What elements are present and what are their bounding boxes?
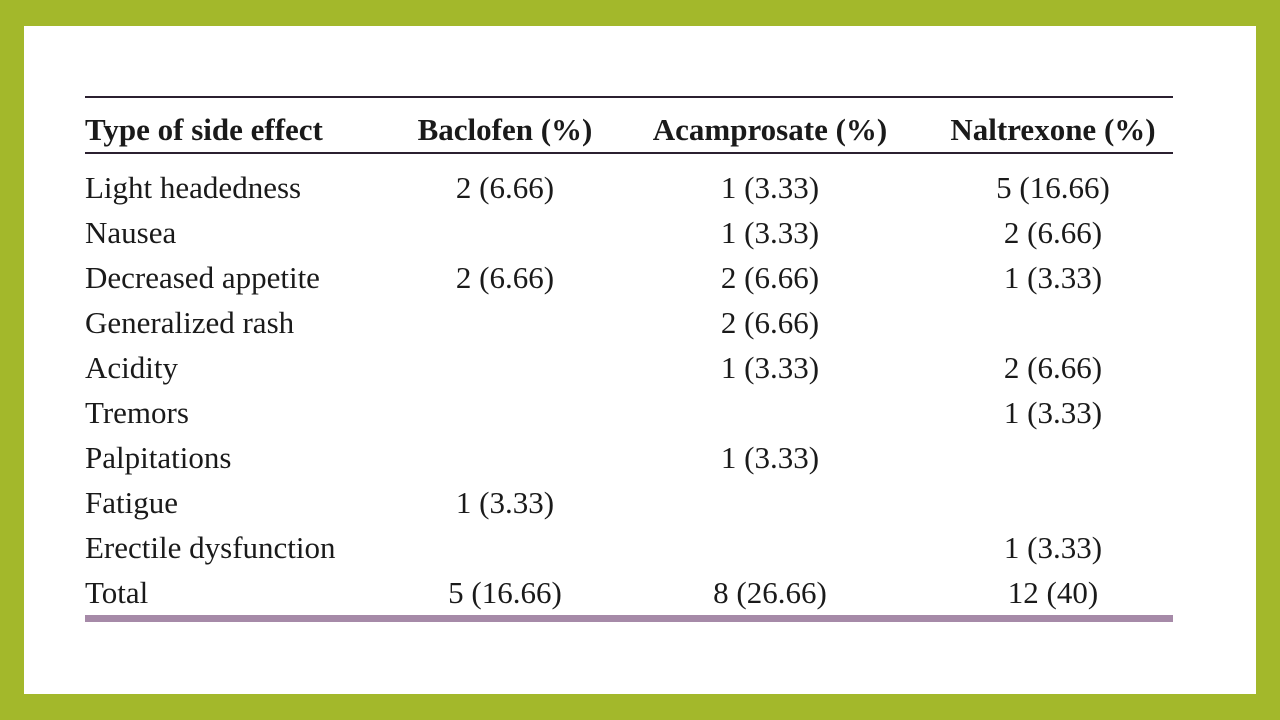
slide: Type of side effect Baclofen (%) Acamprosa… [24, 26, 1256, 694]
column-header: Acamprosate (%) [652, 112, 888, 147]
table-cell: 1 (3.33) [720, 350, 820, 385]
table-cell: 1 (3.33) [1003, 395, 1103, 430]
row-label: Decreased appetite [85, 260, 320, 295]
table-cell: 1 (3.33) [720, 215, 820, 250]
row-label: Tremors [85, 395, 189, 430]
table-cell: 1 (3.33) [720, 440, 820, 475]
table-cell: 2 (6.66) [720, 305, 820, 340]
row-label: Generalized rash [85, 305, 295, 340]
table-cell: 2 (6.66) [1003, 350, 1103, 385]
row-label: Nausea [85, 215, 177, 250]
column-header: Type of side effect [85, 112, 323, 147]
header-rule [85, 152, 1173, 154]
row-label: Total [85, 575, 149, 610]
table-cell: 2 (6.66) [455, 260, 555, 295]
row-label: Acidity [85, 350, 178, 385]
column-header: Naltrexone (%) [950, 112, 1156, 147]
column-header: Baclofen (%) [417, 112, 593, 147]
table-cell: 1 (3.33) [455, 485, 555, 520]
table-cell: 8 (26.66) [713, 575, 827, 610]
row-label: Fatigue [85, 485, 178, 520]
bottom-rule [85, 615, 1173, 622]
row-label: Light headedness [85, 170, 302, 205]
table-cell: 5 (16.66) [448, 575, 562, 610]
table-cell: 1 (3.33) [1003, 260, 1103, 295]
row-label: Palpitations [85, 440, 232, 475]
table-cell: 2 (6.66) [720, 260, 820, 295]
table-cell: 5 (16.66) [996, 170, 1110, 205]
table-cell: 1 (3.33) [720, 170, 820, 205]
top-rule [85, 96, 1173, 98]
row-label: Erectile dysfunction [85, 530, 336, 565]
table-cell: 12 (40) [1007, 575, 1099, 610]
table-cell: 1 (3.33) [1003, 530, 1103, 565]
table-cell: 2 (6.66) [455, 170, 555, 205]
table-cell: 2 (6.66) [1003, 215, 1103, 250]
